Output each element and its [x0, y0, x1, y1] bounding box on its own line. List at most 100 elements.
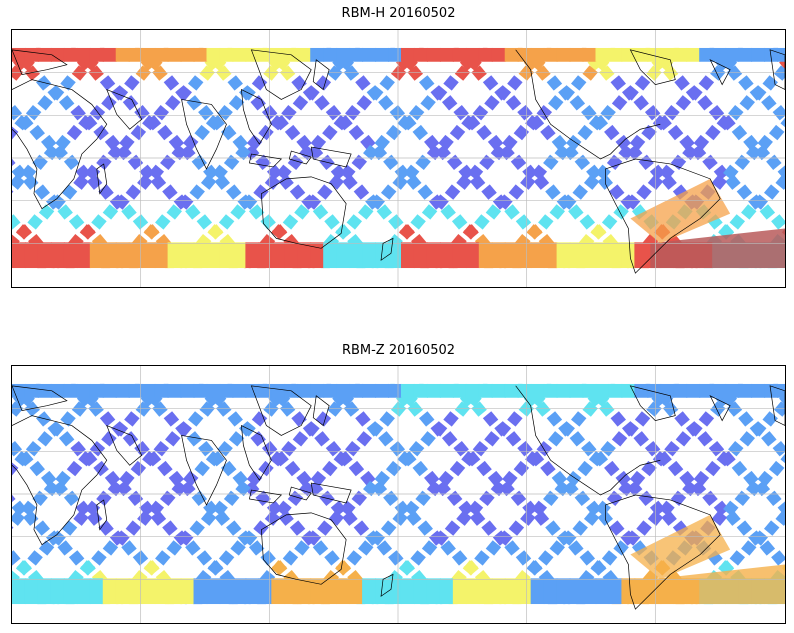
swath-segment — [456, 174, 472, 190]
polar-band-cell — [271, 578, 286, 605]
coastline — [380, 573, 394, 597]
polar-band-cell — [517, 242, 532, 269]
polar-band-cell — [362, 47, 377, 62]
swath-segment — [143, 224, 160, 240]
swath-segment — [443, 411, 459, 427]
swath-segment — [780, 450, 785, 467]
polar-band-cell — [465, 578, 480, 605]
swath-segment — [469, 510, 486, 526]
coastline — [106, 424, 143, 466]
swath-segment — [771, 550, 785, 566]
swath-segment — [135, 401, 152, 417]
swath-segment — [294, 540, 310, 556]
polar-band-cell — [115, 578, 130, 605]
swath-segment — [711, 510, 728, 526]
polar-band-cell — [777, 383, 785, 398]
polar-band-cell — [582, 242, 597, 269]
polar-band-cell — [491, 578, 506, 605]
polar-band-cell — [154, 578, 169, 605]
swath-segment — [71, 65, 88, 81]
swath-segment — [29, 124, 45, 141]
swath-segment — [723, 164, 739, 180]
swath-segment — [451, 550, 468, 566]
coastline — [250, 385, 312, 436]
swath-segment — [569, 431, 586, 447]
polar-band-cell — [375, 383, 390, 398]
swath-segment — [667, 124, 684, 141]
swath-segment — [322, 124, 338, 141]
swath-segment — [495, 421, 512, 437]
swath-segment — [207, 224, 223, 240]
swath-segment — [12, 174, 25, 190]
swath-segment — [426, 480, 443, 497]
swath-segment — [417, 184, 433, 200]
polar-band-cell — [102, 383, 117, 398]
swath-segment — [176, 421, 192, 437]
swath-segment — [324, 214, 340, 230]
swath-segment — [780, 114, 785, 131]
polar-band-cell — [751, 383, 766, 398]
swath-segment — [314, 431, 330, 447]
polar-band-cell — [712, 383, 727, 398]
polar-band-cell — [569, 47, 584, 62]
polar-band-cell — [400, 578, 415, 605]
polar-band-cell — [543, 47, 558, 62]
swath-segment — [333, 114, 350, 131]
swath-segment — [12, 510, 25, 526]
swath-segment — [122, 431, 139, 447]
polar-band-cell — [388, 578, 402, 605]
swath-segment — [84, 164, 101, 180]
coastline — [769, 49, 785, 90]
swath-segment — [484, 431, 500, 447]
polar-band-cell — [206, 47, 221, 62]
polar-band-cell — [141, 578, 156, 605]
swath-segment — [408, 441, 425, 457]
swath-segment — [292, 431, 309, 447]
swath-segment — [526, 224, 543, 240]
swath-segment — [490, 480, 507, 497]
swath-segment — [482, 75, 499, 91]
polar-band-cell — [219, 578, 234, 605]
swath-segment — [725, 510, 741, 526]
swath-segment — [241, 530, 258, 546]
polar-band-cell — [595, 578, 610, 605]
polar-band-cell — [595, 383, 610, 398]
polar-band-cell — [167, 578, 182, 605]
swath-segment — [548, 95, 564, 111]
swath-segment — [304, 85, 320, 101]
swath-segment — [325, 105, 342, 121]
swath-segment — [618, 480, 634, 497]
swath-segment — [446, 154, 463, 171]
polar-band-cell — [297, 578, 312, 605]
swath-segment — [15, 224, 32, 240]
swath-segment — [187, 75, 204, 91]
swath-segment — [600, 105, 616, 121]
polar-band-cell — [102, 578, 117, 605]
swath-segment — [600, 441, 616, 457]
swath-segment — [736, 184, 753, 200]
swath-segment — [698, 411, 715, 427]
swath-segment — [773, 401, 785, 417]
swath-segment — [502, 470, 518, 487]
polar-band-cell — [686, 383, 701, 398]
swath-segment — [659, 164, 675, 180]
swath-segment — [235, 480, 251, 497]
polar-band-cell — [232, 578, 247, 605]
swath-segment — [186, 95, 203, 111]
polar-band-cell — [660, 47, 675, 62]
swath-segment — [34, 520, 50, 536]
swath-segment — [374, 470, 390, 487]
swath-segment — [312, 204, 329, 220]
swath-segment — [661, 174, 677, 190]
swath-segment — [162, 520, 178, 536]
polar-band-cell — [582, 383, 597, 398]
swath-segment — [91, 214, 107, 230]
polar-band-cell — [738, 383, 753, 398]
swath-segment — [757, 470, 773, 487]
swath-segment — [525, 114, 541, 131]
polar-band-cell — [245, 383, 260, 398]
swath-segment — [305, 194, 322, 210]
polar-band-cell — [128, 47, 143, 62]
swath-segment — [84, 500, 101, 516]
polar-band-cell — [115, 47, 130, 62]
